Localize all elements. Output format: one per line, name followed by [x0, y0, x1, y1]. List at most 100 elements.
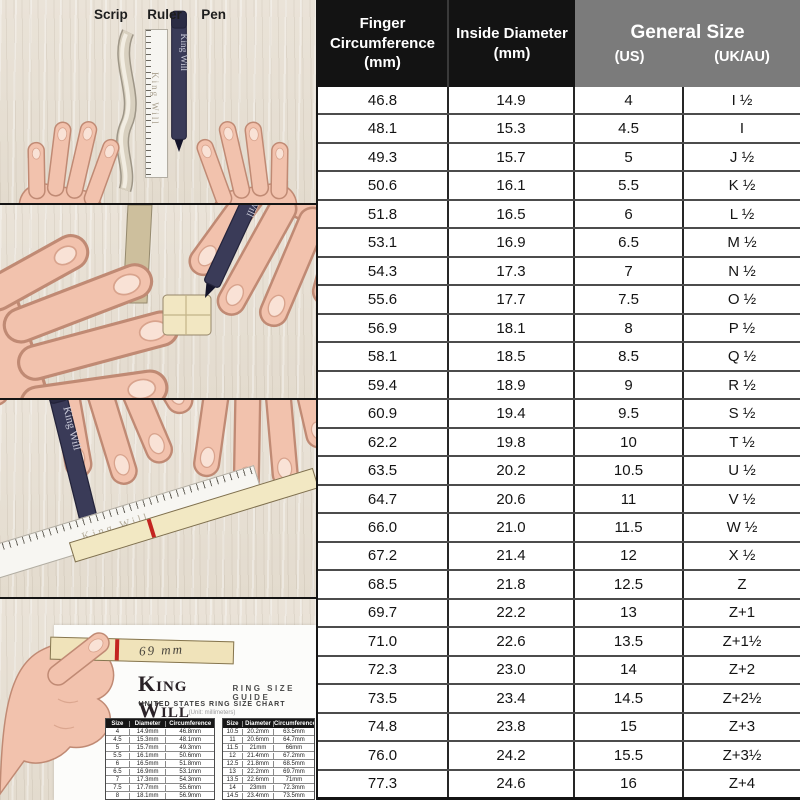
mini-cell-diameter: 16.1mm	[130, 752, 167, 759]
cell-circumference: 73.5	[318, 685, 449, 712]
cell-us-size: 9.5	[575, 400, 684, 427]
cell-diameter: 19.8	[449, 428, 575, 456]
cell-us-size: 7	[575, 257, 684, 285]
mini-cell-circumference: 50.6mm	[179, 752, 202, 759]
mini-cell-diameter: 21.4mm	[243, 752, 274, 759]
mini-cell-diameter: 14.9mm	[130, 728, 167, 735]
cell-us-size: 12.5	[575, 571, 684, 598]
table-row: 68.5 21.8 12.5 Z	[318, 571, 800, 600]
mini-table-row: 6.5 16.9mm 53.1mm	[106, 768, 214, 776]
panel-wrap-finger	[0, 205, 316, 400]
band-fold-lines	[163, 295, 211, 335]
cell-uk-size: Z+2	[728, 661, 756, 679]
table-row: 60.9 19.4 9.5 S ½	[318, 400, 800, 429]
cell-diameter: 17.7	[449, 286, 575, 313]
mini-header-circumference: Circumference	[273, 720, 315, 727]
cell-uk-size: O ½	[727, 291, 757, 309]
table-row: 74.8 23.8 15 Z+3	[318, 713, 800, 743]
cell-us-size: 4	[575, 87, 684, 114]
table-row: 64.7 20.6 11 V ½	[318, 485, 800, 515]
mini-cell-circumference: 51.8mm	[179, 760, 202, 767]
cell-us-size: 15.5	[575, 742, 684, 769]
cell-us-size: 14	[575, 656, 684, 684]
header-units-row: (US) (UK/AU)	[575, 49, 800, 65]
cell-uk-size: W ½	[726, 519, 758, 536]
cell-us-size: 11.5	[575, 514, 684, 541]
cell-uk-size: Z+3	[728, 718, 756, 736]
mini-cell-diameter: 22.2mm	[243, 768, 274, 775]
cell-diameter: 20.6	[449, 485, 575, 513]
table-row: 73.5 23.4 14.5 Z+2½	[318, 685, 800, 714]
table-header-row: Finger Circumference (mm) Inside Diamete…	[318, 0, 800, 87]
cell-diameter: 16.9	[449, 229, 575, 256]
mini-cell-diameter: 22.6mm	[243, 776, 274, 783]
label-scrip: Scrip	[94, 7, 128, 22]
mini-cell-diameter: 16.5mm	[130, 760, 167, 767]
mini-cell-diameter: 21mm	[243, 744, 274, 751]
table-row: 76.0 24.2 15.5 Z+3½	[318, 742, 800, 771]
cell-uk-size: Z+4	[728, 775, 756, 793]
cell-us-size: 7.5	[575, 286, 684, 313]
wrap-finger-illustration	[0, 205, 316, 398]
mini-cell-size: 14	[223, 784, 244, 791]
header-text: Inside Diameter	[456, 25, 568, 42]
header-unit: (mm)	[493, 44, 531, 62]
ruler-icon: King Will	[145, 29, 168, 178]
tools-illustration	[0, 10, 316, 203]
cell-circumference: 56.9	[318, 314, 449, 342]
mini-chart-subtitle: (Unit: millimeters)	[188, 710, 236, 716]
mini-cell-size: 4	[106, 728, 130, 735]
col-header-circumference: Finger Circumference (mm)	[318, 0, 449, 87]
mini-cell-diameter: 15.7mm	[130, 744, 167, 751]
cell-diameter: 15.7	[449, 143, 575, 171]
cell-diameter: 21.4	[449, 542, 575, 570]
label-pen: Pen	[201, 7, 226, 22]
cell-circumference: 74.8	[318, 713, 449, 741]
table-row: 66.0 21.0 11.5 W ½	[318, 514, 800, 543]
mini-cell-circumference: 63.5mm	[283, 728, 305, 735]
mini-header-size: Size	[223, 720, 244, 727]
table-row: 50.6 16.1 5.5 K ½	[318, 172, 800, 201]
cell-us-size: 9	[575, 371, 684, 399]
mini-chart-title: UNITED STATES RING SIZE CHART	[138, 701, 286, 708]
cell-uk-size: Z+1½	[722, 632, 762, 650]
cell-us-size: 10	[575, 428, 684, 456]
table-row: 58.1 18.5 8.5 Q ½	[318, 343, 800, 372]
cell-diameter: 21.8	[449, 571, 575, 598]
mini-table-header: Size Diameter Circumference	[223, 719, 314, 728]
mini-table-row: 8 18.1mm 56.9mm	[106, 792, 214, 799]
mini-cell-size: 10.5	[223, 728, 244, 735]
mini-cell-size: 12	[223, 752, 244, 759]
cell-circumference: 66.0	[318, 514, 449, 541]
mini-table-row: 12 21.4mm 67.2mm	[223, 752, 314, 760]
brand-logo: King Will	[138, 671, 190, 722]
cell-circumference: 48.1	[318, 115, 449, 142]
col-header-general-size: General Size (US) (UK/AU)	[575, 0, 800, 87]
mini-header-diameter: Diameter	[243, 720, 274, 727]
mini-cell-circumference: 49.3mm	[179, 744, 202, 751]
cell-uk-size: U ½	[728, 462, 756, 480]
mini-table-header: Size Diameter Circumference	[106, 719, 214, 728]
header-unit-uk: (UK/AU)	[714, 49, 770, 65]
cell-uk-size: I	[739, 120, 745, 138]
mini-table-row: 5 15.7mm 49.3mm	[106, 744, 214, 752]
mini-cell-diameter: 23mm	[243, 784, 274, 791]
cell-diameter: 20.2	[449, 457, 575, 484]
cell-diameter: 14.9	[449, 87, 575, 114]
cell-circumference: 58.1	[318, 343, 449, 370]
cell-us-size: 13.5	[575, 628, 684, 655]
mini-cell-size: 7	[106, 776, 130, 783]
holding-hand-illustration	[0, 641, 115, 796]
thumb-illustration	[47, 632, 110, 686]
cell-uk-size: S ½	[728, 405, 756, 423]
mini-cell-circumference: 68.5mm	[283, 760, 305, 767]
mini-cell-diameter: 21.8mm	[243, 760, 274, 767]
left-hand-illustration	[0, 110, 162, 203]
mini-cell-diameter: 20.6mm	[243, 736, 274, 743]
cell-circumference: 51.8	[318, 200, 449, 228]
col-header-diameter: Inside Diameter (mm)	[449, 0, 575, 87]
mini-cell-size: 12.5	[223, 760, 244, 767]
mini-cell-diameter: 18.1mm	[130, 792, 167, 799]
cell-us-size: 10.5	[575, 457, 684, 484]
